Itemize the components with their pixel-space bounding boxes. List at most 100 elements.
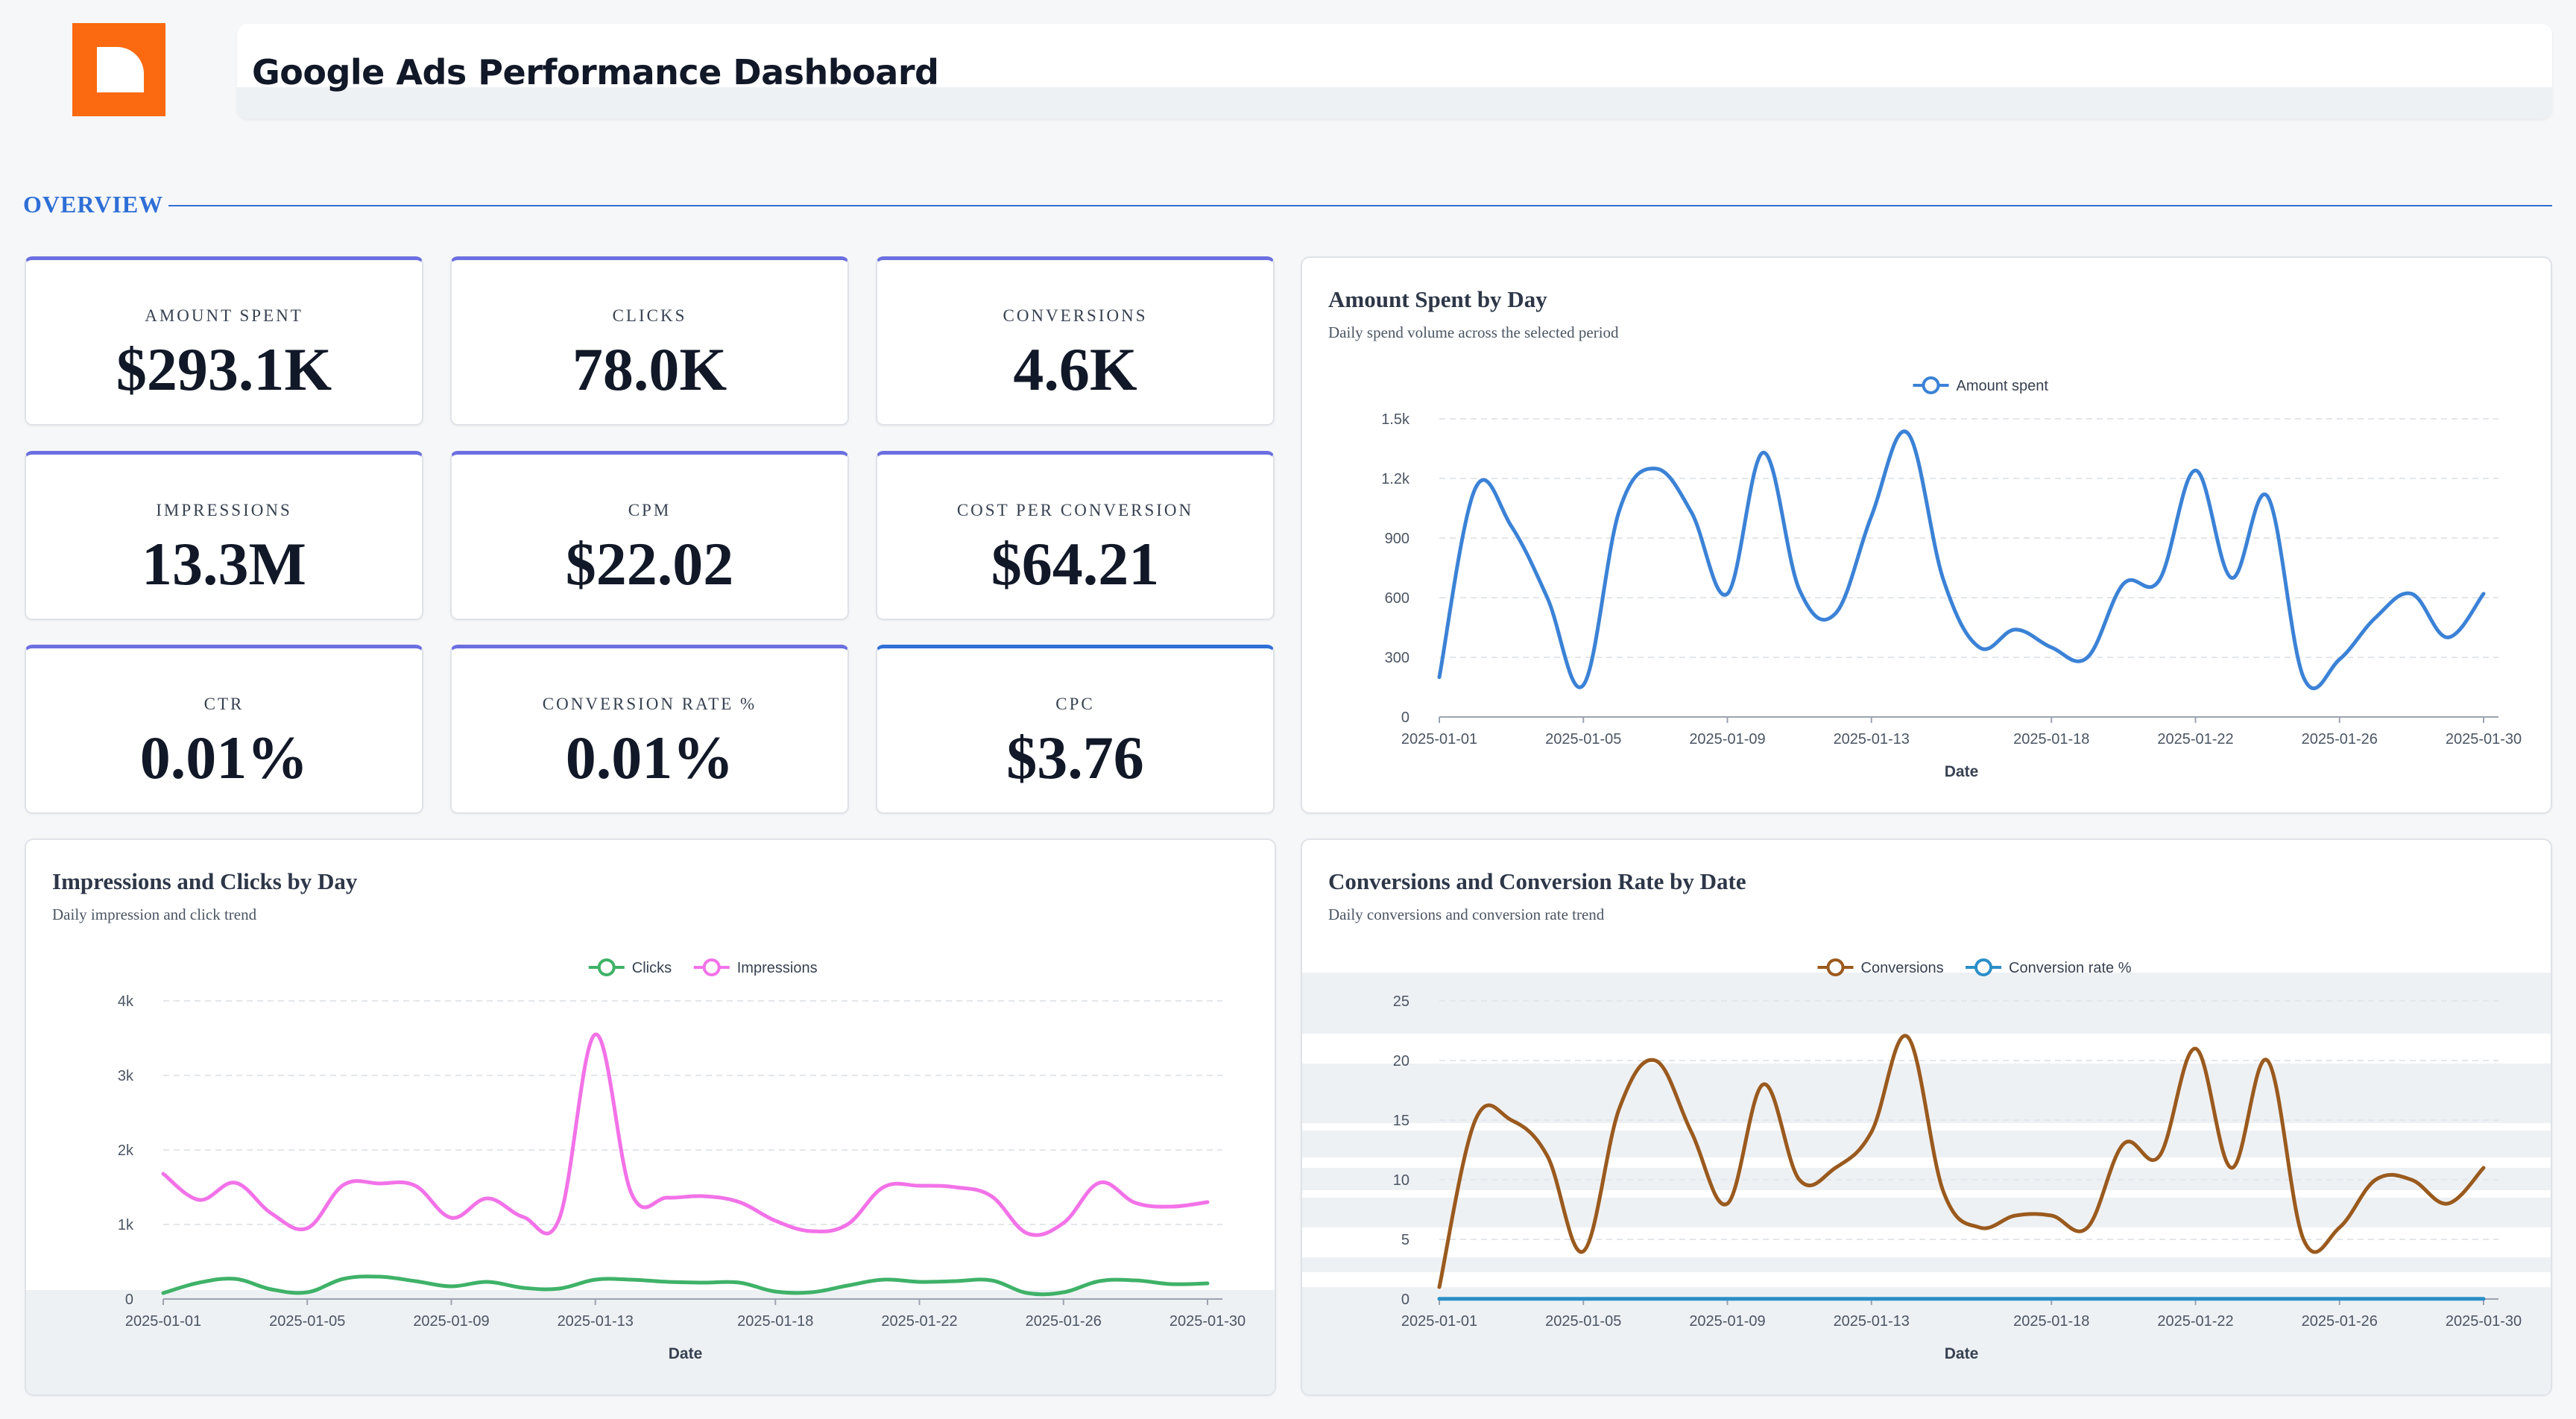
data-point (1977, 1225, 1982, 1230)
data-point (1133, 1278, 1137, 1283)
legend-item-conversions[interactable]: Conversions (1817, 958, 1944, 976)
x-axis-title: Date (669, 1345, 703, 1362)
data-point (521, 1286, 525, 1290)
chart-card-conversions: Conversions and Conversion Rate by Date … (1301, 838, 2552, 1396)
data-point (629, 1191, 634, 1195)
y-tick-label: 1.5k (1381, 411, 1410, 428)
brand-logo[interactable] (72, 23, 165, 116)
data-point (1905, 1297, 1910, 1301)
x-tick-label: 2025-01-05 (1545, 731, 1621, 748)
data-point (1689, 1130, 1693, 1134)
data-point (2337, 657, 2342, 662)
data-point (1905, 1034, 1910, 1039)
data-point (1833, 1297, 1837, 1301)
data-point (953, 1279, 958, 1283)
x-tick-label: 2025-01-22 (881, 1313, 957, 1330)
section-label-overview: OVERVIEW (23, 191, 164, 218)
legend-swatch-marker (1974, 958, 1992, 976)
data-point (1545, 595, 1550, 600)
data-point (1473, 1118, 1477, 1122)
impressions-clicks-line-chart[interactable]: 0 1k 2k 3k 4k 2025-01-01 2025-01-05 2025-01-09 2… (26, 840, 1276, 1396)
data-point (485, 1196, 490, 1201)
data-point (1617, 1297, 1622, 1301)
data-point (701, 1280, 706, 1285)
data-point (2049, 1213, 2053, 1218)
data-point (2301, 675, 2305, 680)
y-tick-label: 300 (1385, 650, 1409, 666)
data-point (305, 1226, 309, 1230)
data-point (2013, 1297, 2018, 1301)
data-point (1725, 1297, 1729, 1301)
y-tick-label: 0 (1401, 710, 1409, 726)
data-point (953, 1185, 958, 1189)
data-point (881, 1185, 886, 1189)
legend-label: Clicks (632, 960, 672, 976)
data-point (2121, 1142, 2126, 1146)
kpi-label: CPC (1055, 695, 1095, 713)
kpi-label: CLICKS (612, 306, 687, 325)
data-point (845, 1222, 850, 1227)
legend-item-clicks[interactable]: Clicks (588, 958, 672, 976)
plot-band (1302, 1257, 2551, 1272)
kpi-card-impressions: IMPRESSIONS 13.3M (25, 451, 423, 620)
data-point (1797, 587, 1802, 592)
data-point (1169, 1204, 1174, 1209)
data-point (1653, 467, 1658, 471)
data-point (1437, 1285, 1442, 1289)
x-tick-label: 2025-01-01 (125, 1313, 201, 1330)
data-point (557, 1286, 561, 1291)
data-point (1869, 1130, 1874, 1134)
data-point (161, 1172, 165, 1176)
data-point (1169, 1282, 1174, 1286)
plot-band (1302, 1287, 2551, 1394)
legend-item-amount-spent[interactable]: Amount spent (1913, 376, 2049, 394)
data-point (2481, 592, 2486, 596)
conversions-line-chart[interactable]: 0 5 10 15 20 25 2025-01-01 2025-01-05 2025-01-09… (1302, 840, 2552, 1396)
data-point (1437, 675, 1442, 680)
chart-subtitle: Daily impression and click trend (52, 906, 257, 923)
data-point (233, 1277, 238, 1281)
data-point (2446, 1201, 2450, 1206)
logo-mark-icon (72, 23, 165, 116)
legend-item-impressions[interactable]: Impressions (693, 958, 818, 976)
data-point (2049, 1297, 2053, 1301)
data-point (1509, 1297, 1514, 1301)
data-point (2373, 1297, 2378, 1301)
data-point (1869, 1297, 1874, 1301)
data-point (2157, 1297, 2162, 1301)
data-point (449, 1216, 453, 1220)
plot-band (1302, 1004, 2551, 1034)
data-point (557, 1216, 561, 1221)
kpi-value: 0.01% (565, 724, 734, 791)
header-strip (237, 87, 2552, 118)
plot-band (26, 1290, 1275, 1394)
x-tick-label: 2025-01-22 (2157, 1313, 2233, 1330)
x-tick-label: 2025-01-05 (269, 1313, 345, 1330)
data-point (2373, 616, 2378, 620)
legend-label: Impressions (737, 960, 818, 976)
data-point (197, 1280, 201, 1285)
y-tick-label: 0 (1401, 1292, 1409, 1308)
data-point (773, 1289, 777, 1294)
data-point (918, 1280, 922, 1284)
x-tick-label: 2025-01-26 (2302, 731, 2378, 748)
x-tick-label: 2025-01-01 (1401, 1313, 1477, 1330)
amount-spent-line-chart[interactable]: 0 300 600 900 1.2k 1.5k 2025-01-01 2025-01-05 20… (1302, 258, 2552, 814)
kpi-card-cpm: CPM $22.02 (450, 451, 849, 620)
kpi-card-amount-spent: AMOUNT SPENT $293.1K (25, 256, 423, 426)
data-point (377, 1274, 382, 1279)
data-point (2481, 1297, 2486, 1301)
x-tick-label: 2025-01-26 (2302, 1313, 2378, 1330)
data-point (773, 1219, 777, 1223)
data-point (413, 1279, 417, 1283)
data-point (2194, 1046, 2198, 1051)
data-point (2229, 1166, 2234, 1170)
legend-label: Amount spent (1957, 378, 2049, 394)
legend-item-conversion-rate[interactable]: Conversion rate % (1966, 958, 2132, 976)
data-point (1205, 1200, 1210, 1204)
data-point (2446, 1297, 2450, 1301)
data-point (1581, 683, 1585, 687)
data-point (2481, 1166, 2486, 1170)
data-point (1509, 524, 1514, 528)
y-tick-label: 1k (118, 1217, 134, 1233)
